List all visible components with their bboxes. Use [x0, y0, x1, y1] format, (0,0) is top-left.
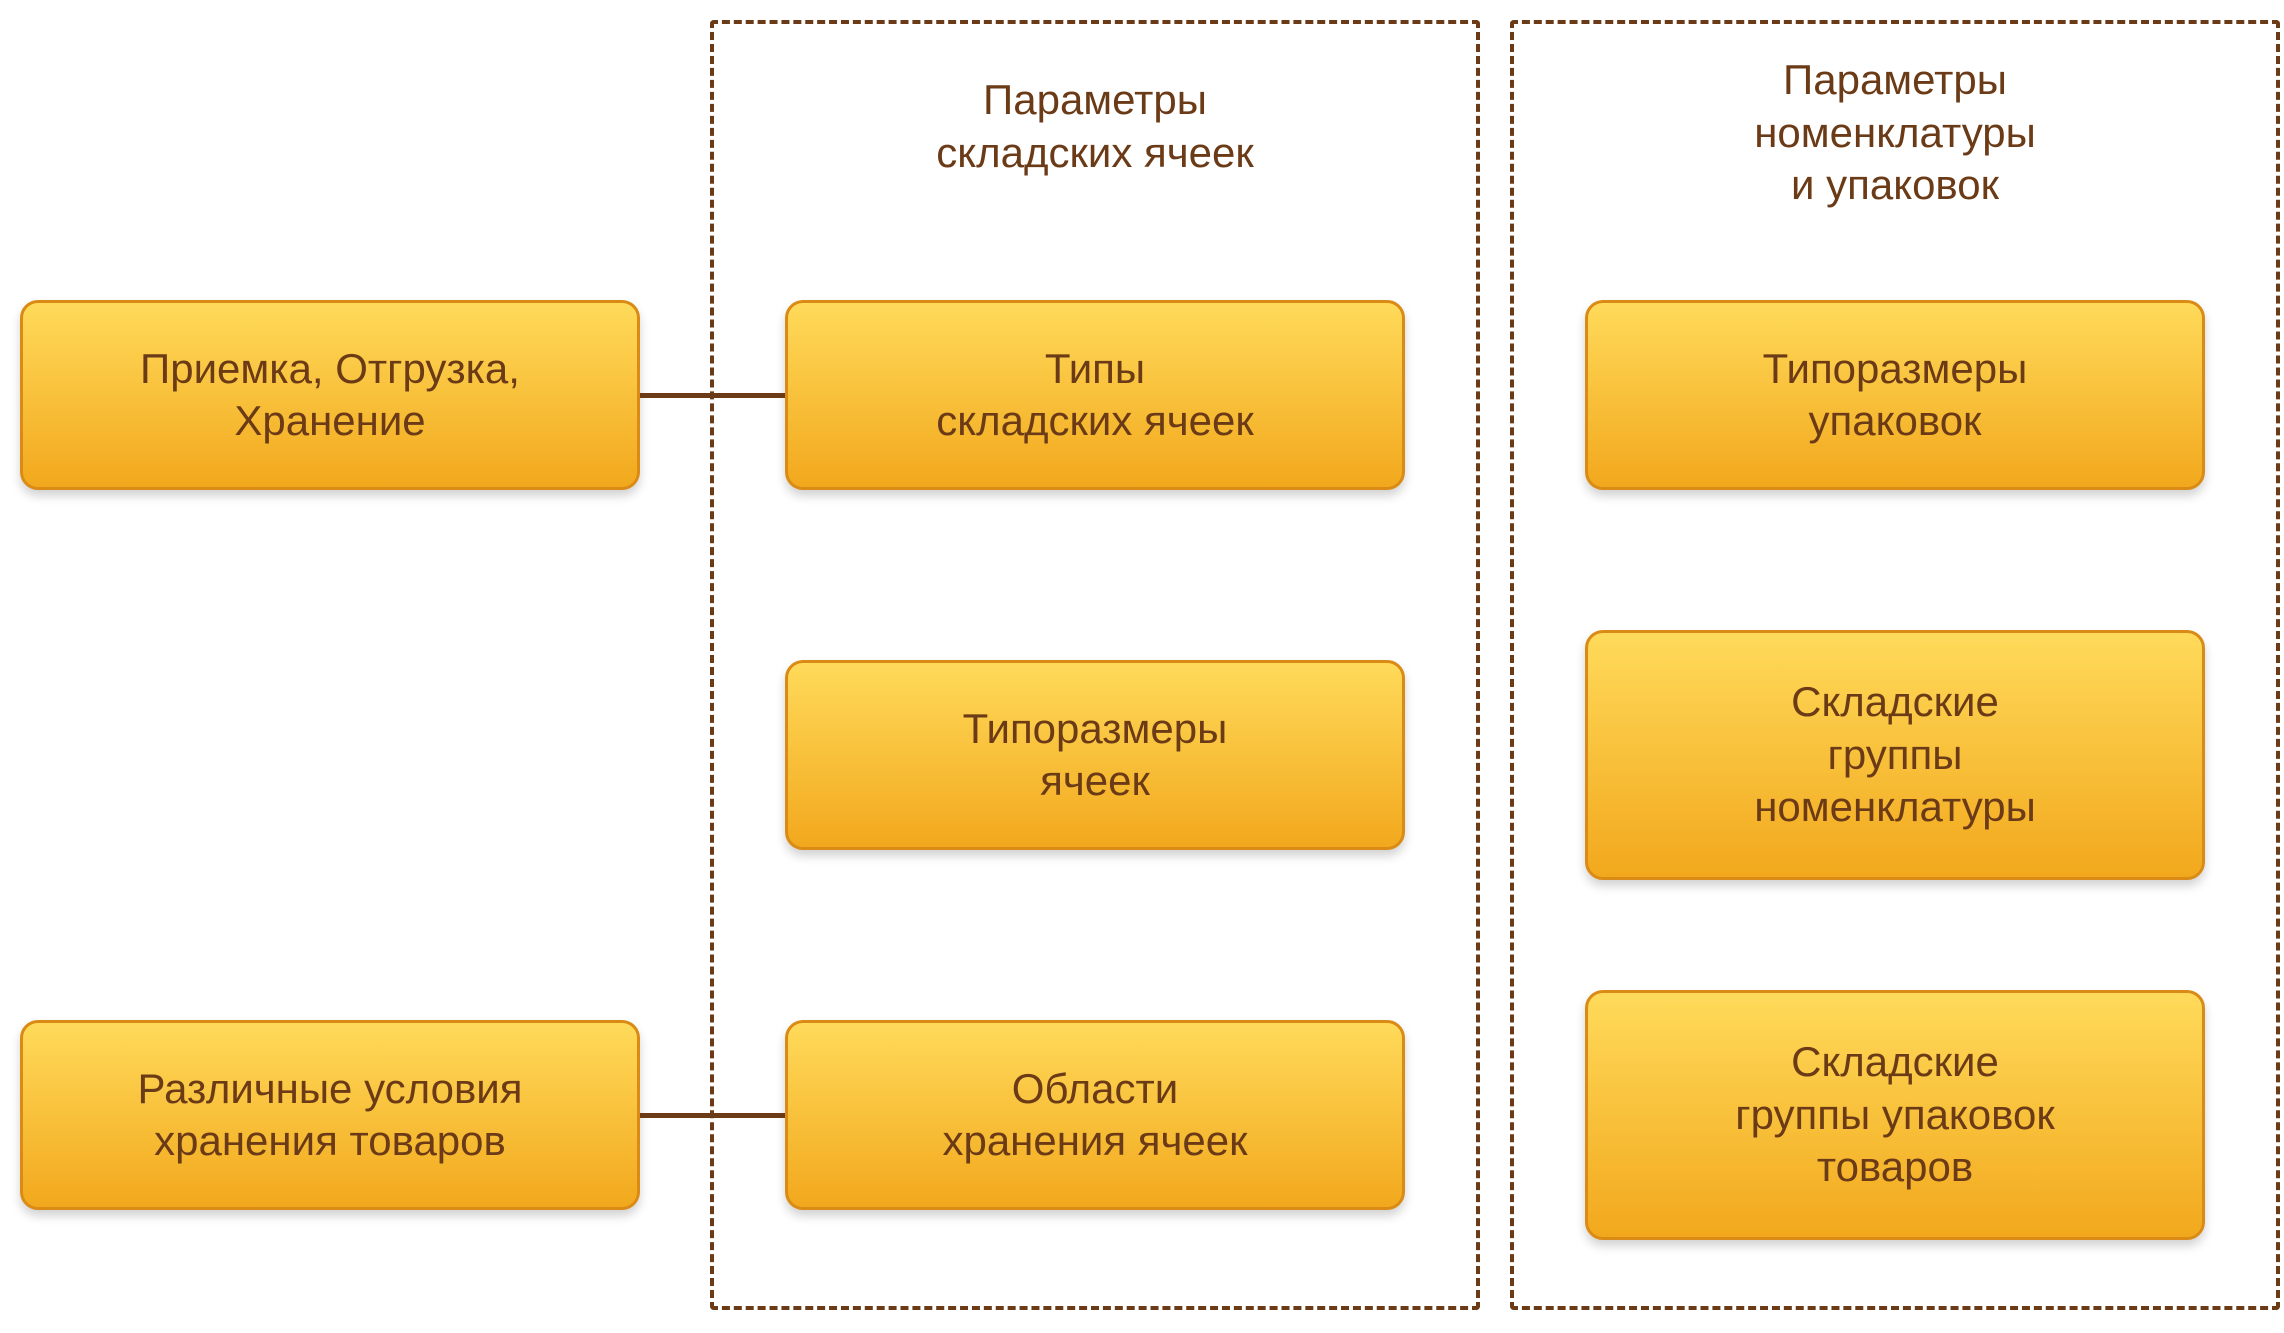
node-pack-sizes: Типоразмеры упаковок — [1585, 300, 2205, 490]
node-nomen-groups: Складские группы номенклатуры — [1585, 630, 2205, 880]
group-cells-title: Параметры складских ячеек — [714, 74, 1476, 179]
diagram-canvas: Параметры складских ячеек Параметры номен… — [0, 0, 2284, 1333]
node-cell-sizes: Типоразмеры ячеек — [785, 660, 1405, 850]
node-pack-groups: Складские группы упаковок товаров — [1585, 990, 2205, 1240]
node-conditions: Различные условия хранения товаров — [20, 1020, 640, 1210]
node-cell-types: Типы складских ячеек — [785, 300, 1405, 490]
node-intake: Приемка, Отгрузка, Хранение — [20, 300, 640, 490]
node-cell-areas: Области хранения ячеек — [785, 1020, 1405, 1210]
group-nomenclature-title: Параметры номенклатуры и упаковок — [1514, 54, 2276, 212]
